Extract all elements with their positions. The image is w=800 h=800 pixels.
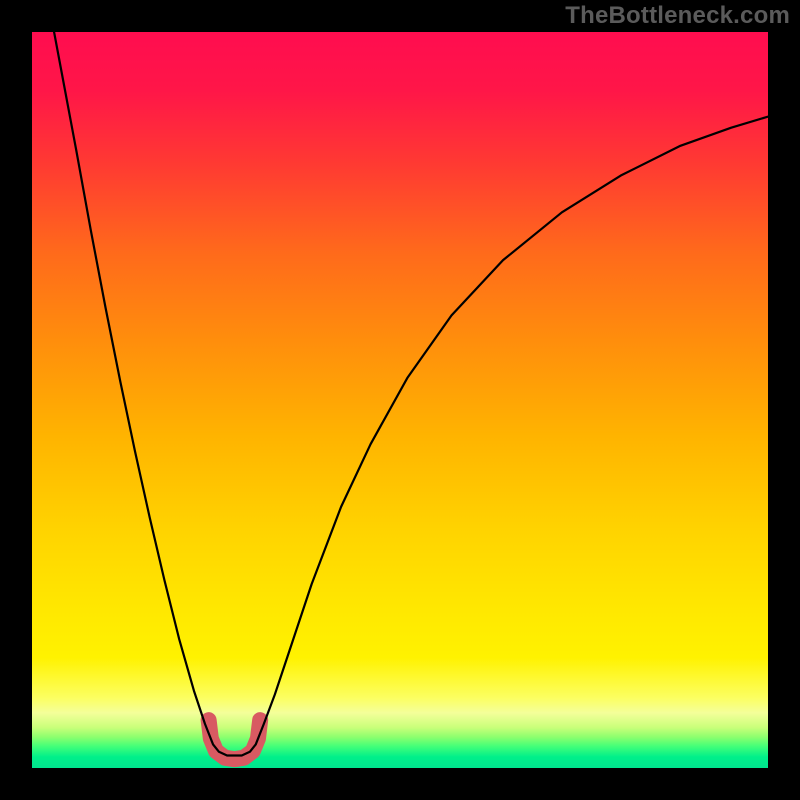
chart-svg <box>32 32 768 768</box>
watermark-text: TheBottleneck.com <box>565 2 790 30</box>
stage: TheBottleneck.com <box>0 0 800 800</box>
bottleneck-chart <box>32 32 768 768</box>
gradient-background <box>32 32 768 768</box>
